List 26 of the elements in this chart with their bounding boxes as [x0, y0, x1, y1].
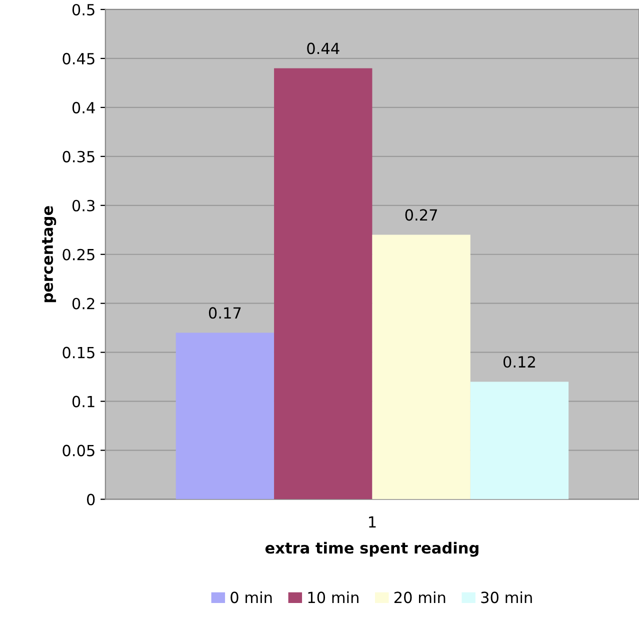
y-tick-label: 0.1: [72, 396, 94, 408]
data-label: 0.12: [503, 356, 535, 368]
y-tick-label: 0: [87, 494, 95, 506]
y-tick-label: 0.5: [72, 4, 94, 16]
data-label: 0.17: [208, 307, 241, 319]
bar: [274, 68, 372, 500]
y-axis-title: percentage: [42, 206, 56, 302]
legend-label: 10 min: [308, 591, 358, 604]
y-tick-label: 0.2: [72, 298, 94, 310]
y-tick-label: 0.25: [62, 248, 94, 260]
bar: [176, 332, 274, 500]
x-tick-label: 1: [369, 516, 376, 528]
data-label: 0.27: [405, 209, 438, 221]
data-label: 0.44: [307, 42, 340, 54]
bar: [470, 382, 569, 500]
legend-label: 20 min: [394, 591, 446, 604]
y-tick-label: 0.45: [62, 52, 94, 64]
y-tick-label: 0.35: [62, 150, 94, 162]
x-axis-title: extra time spent reading: [265, 542, 478, 557]
y-tick-label: 0.4: [72, 102, 95, 114]
legend-label: 0 min: [230, 591, 272, 604]
legend-label: 30 min: [481, 591, 532, 604]
y-tick-label: 0.05: [62, 444, 94, 456]
bar: [372, 234, 470, 500]
y-tick-label: 0.3: [72, 200, 94, 212]
y-tick-label: 0.15: [62, 346, 94, 358]
